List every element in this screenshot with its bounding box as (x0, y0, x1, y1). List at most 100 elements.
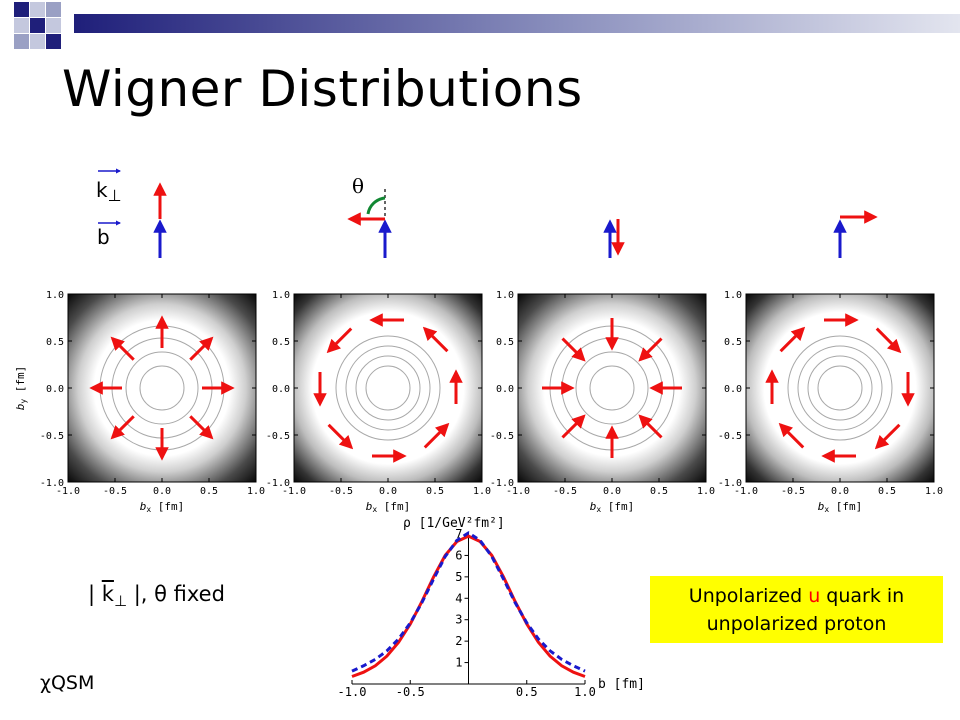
series-line-1 (351, 534, 586, 678)
x-axis-label: bx [fm] (590, 500, 635, 514)
b-label: b (97, 225, 110, 249)
y-tick-label: 1.0 (46, 290, 64, 301)
fixed-parameters-label: | k⊥ |, θ fixed (88, 582, 225, 611)
x-tick-label: 0.0 (153, 486, 171, 497)
density-panel-4: -1.0 -0.5 0.0 0.5 1.0 1.0 0.5 0.0 -0.5 -1.0 bx [fm… (718, 290, 943, 514)
contour-ring (139, 365, 185, 411)
y-tick-label: 1 (455, 656, 462, 670)
y-tick-label: 0.0 (724, 384, 742, 395)
k-direction-arrow (189, 336, 214, 361)
contour-ring (335, 335, 441, 441)
header-square (14, 2, 29, 17)
density-panel-2: -1.0 -0.5 0.0 0.5 1.0 1.0 0.5 0.0 -0.5 -1.0 bx [fm… (266, 290, 491, 514)
y-tick-label: 7 (455, 527, 462, 541)
density-panels: -1.0 -0.5 0.0 0.5 1.0 1.0 0.5 0.0 -0.5 -1.0 bx [fm… (14, 290, 943, 514)
contour-ring (787, 335, 893, 441)
k-direction-arrow (326, 327, 353, 354)
header-square (46, 2, 61, 17)
y-tick-label: -1.0 (718, 478, 742, 489)
density-map (294, 294, 482, 482)
y-tick-label: 4 (455, 591, 462, 605)
k-direction-arrow (423, 422, 450, 449)
contour-ring (345, 345, 431, 431)
density-map (746, 294, 934, 482)
x-tick-label: -0.5 (103, 486, 127, 497)
x-tick-label: 1.0 (574, 685, 596, 699)
x-tick-label: 1.0 (697, 486, 715, 497)
y-tick-label: -0.5 (718, 431, 742, 442)
x-tick-label: 0.5 (650, 486, 668, 497)
y-tick-label: 0.0 (272, 384, 290, 395)
y-tick-label: -0.5 (266, 431, 290, 442)
y-tick-label: 5 (455, 570, 462, 584)
model-label: χQSM (40, 672, 95, 694)
y-tick-label: 0.5 (46, 337, 64, 348)
x-tick-label: -0.5 (781, 486, 805, 497)
header-square (30, 18, 45, 33)
x-tick-label: 0.5 (200, 486, 218, 497)
x-tick-label: -1.0 (734, 486, 758, 497)
x-tick-label: -1.0 (338, 685, 367, 699)
y-tick-label: 2 (455, 634, 462, 648)
density-panel-1: -1.0 -0.5 0.0 0.5 1.0 1.0 0.5 0.0 -0.5 -1.0 bx [fm… (14, 290, 265, 514)
contour-ring (575, 351, 649, 425)
x-tick-label: 0.0 (379, 486, 397, 497)
header-square (30, 2, 45, 17)
y-tick-label: 0.5 (724, 337, 742, 348)
x-tick-label: -1.0 (56, 486, 80, 497)
y-tick-label: 6 (455, 548, 462, 562)
density-panel-3: -1.0 -0.5 0.0 0.5 1.0 1.0 0.5 0.0 -0.5 -1.0 bx [fm… (490, 290, 715, 514)
header-square (14, 34, 29, 49)
orientation-2: θ (347, 174, 392, 258)
x-tick-label: -0.5 (396, 685, 425, 699)
x-tick-label: -1.0 (506, 486, 530, 497)
k-direction-arrow (778, 422, 805, 449)
y-axis-label: ρ [1/GeV²fm²] (403, 516, 505, 531)
y-tick-label: 1.0 (724, 290, 742, 301)
orientation-4 (833, 210, 878, 258)
y-tick-label: -0.5 (40, 431, 64, 442)
x-axis-label: bx [fm] (818, 500, 863, 514)
header-square (46, 34, 61, 49)
callout-line-2: unpolarized proton (706, 612, 887, 635)
slide-title: Wigner Distributions (62, 60, 583, 118)
x-tick-label: -1.0 (282, 486, 306, 497)
k-direction-arrow (110, 336, 135, 361)
theta-label: θ (352, 174, 364, 198)
k-direction-arrow (638, 414, 663, 439)
k-direction-arrow (638, 337, 663, 362)
density-line-plot: -1.0 -0.5 0.5 1.0 1 2 3 4 5 6 7ρ [1/GeV²fm²] b [fm] (338, 516, 645, 699)
x-tick-label: 0.5 (878, 486, 896, 497)
k-direction-arrow (189, 415, 214, 440)
contour-ring (125, 351, 199, 425)
k-direction-arrow (779, 326, 806, 353)
x-tick-label: 1.0 (925, 486, 943, 497)
header-decoration (14, 2, 960, 49)
y-tick-label: 1.0 (272, 290, 290, 301)
contour-ring (589, 365, 635, 411)
k-direction-arrow (561, 337, 586, 362)
x-tick-label: 1.0 (473, 486, 491, 497)
contour-ring (797, 345, 883, 431)
orientation-3 (603, 219, 625, 258)
header-square (14, 18, 29, 33)
k-direction-arrow (327, 423, 354, 450)
x-axis-label: b [fm] (598, 677, 645, 692)
y-axis-label: by [fm] (14, 366, 28, 411)
y-tick-label: -1.0 (490, 478, 514, 489)
x-tick-label: 0.0 (603, 486, 621, 497)
callout-line-1: Unpolarized u quark in (688, 584, 905, 607)
y-tick-label: 0.5 (272, 337, 290, 348)
theta-angle-arc-icon (366, 196, 386, 215)
y-tick-label: -1.0 (266, 478, 290, 489)
k-direction-arrow (874, 423, 901, 450)
x-axis-label: bx [fm] (366, 500, 411, 514)
x-tick-label: 0.5 (426, 486, 444, 497)
k-direction-arrow (875, 327, 902, 354)
x-axis-label: bx [fm] (140, 500, 185, 514)
y-tick-label: 0.0 (496, 384, 514, 395)
vector-legend: k⊥ b (96, 168, 122, 249)
k-direction-arrow (110, 415, 135, 440)
header-bar (74, 14, 960, 33)
